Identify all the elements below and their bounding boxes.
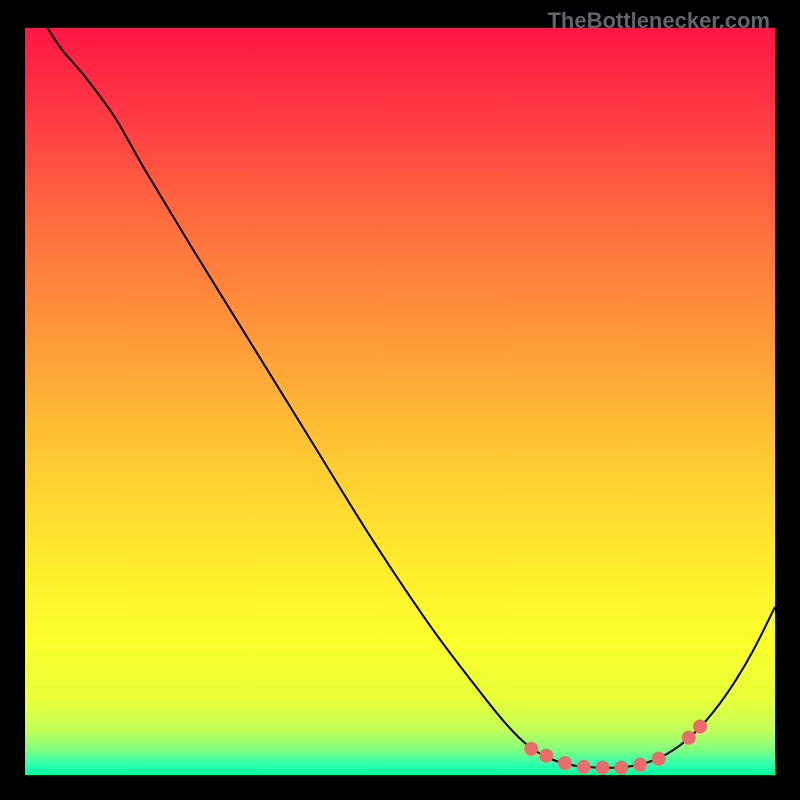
marker-point (633, 758, 647, 772)
marker-point (682, 731, 696, 745)
plot-background (25, 28, 775, 775)
marker-point (558, 756, 572, 770)
marker-point (652, 752, 666, 766)
marker-point (524, 742, 538, 756)
bottleneck-chart (0, 0, 800, 800)
marker-point (614, 761, 628, 775)
marker-point (539, 749, 553, 763)
marker-point (596, 761, 610, 775)
marker-point (577, 760, 591, 774)
marker-point (693, 719, 707, 733)
